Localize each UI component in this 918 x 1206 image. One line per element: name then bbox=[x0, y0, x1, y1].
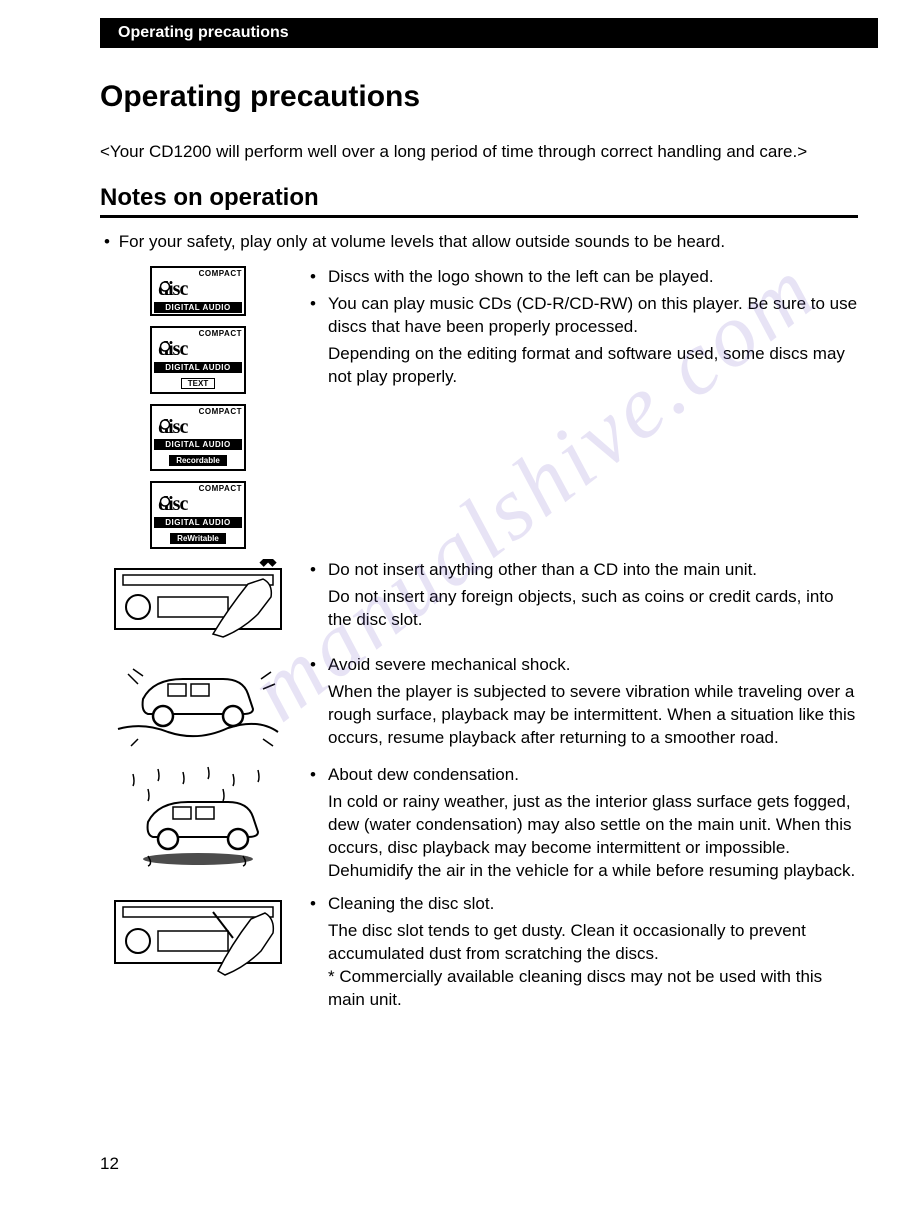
insert-text: Do not insert anything other than a CD i… bbox=[288, 559, 858, 632]
cd-da-label: DIGITAL AUDIO bbox=[154, 517, 242, 528]
svg-text:✖: ✖ bbox=[258, 559, 278, 573]
page-title: Operating precautions bbox=[100, 80, 918, 114]
car-rain-icon bbox=[113, 764, 283, 874]
cd-sub-text: TEXT bbox=[181, 378, 215, 389]
cd-sub-recordable: Recordable bbox=[169, 455, 227, 466]
insert-illust-col: ✖ bbox=[108, 559, 288, 644]
header-bar: Operating precautions bbox=[100, 18, 878, 48]
section-insert: ✖ Do not insert anything other than a CD… bbox=[108, 559, 858, 644]
cd-disc-label: disc bbox=[154, 416, 242, 439]
dew-illust-col bbox=[108, 764, 288, 874]
insert-cont: Do not insert any foreign objects, such … bbox=[310, 586, 858, 632]
dew-bullet: About dew condensation. bbox=[310, 764, 858, 787]
cd-logo-text: COMPACT disc DIGITAL AUDIO TEXT bbox=[150, 326, 246, 394]
clean-cont: The disc slot tends to get dusty. Clean … bbox=[310, 920, 858, 966]
clean-bullet: Cleaning the disc slot. bbox=[310, 893, 858, 916]
car-rough-road-icon bbox=[113, 654, 283, 754]
intro-line: <Your CD1200 will perform well over a lo… bbox=[100, 142, 858, 162]
dew-cont: In cold or rainy weather, just as the in… bbox=[310, 791, 858, 883]
shock-bullet: Avoid severe mechanical shock. bbox=[310, 654, 858, 677]
shock-illust-col bbox=[108, 654, 288, 754]
clean-illust-col bbox=[108, 893, 288, 978]
disc-bullet-2: You can play music CDs (CD-R/CD-RW) on t… bbox=[310, 293, 858, 339]
cd-compact-label: COMPACT bbox=[154, 270, 242, 278]
page-number: 12 bbox=[100, 1154, 119, 1174]
disc-bullet-2-cont: Depending on the editing format and soft… bbox=[310, 343, 858, 389]
cd-logo-column: COMPACT disc DIGITAL AUDIO COMPACT disc … bbox=[108, 266, 288, 549]
subhead-row: Notes on operation bbox=[100, 184, 858, 212]
cd-disc-label: disc bbox=[154, 493, 242, 516]
section-shock: Avoid severe mechanical shock. When the … bbox=[108, 654, 858, 754]
safety-text: For your safety, play only at volume lev… bbox=[119, 232, 725, 251]
cd-logo-rewritable: COMPACT disc DIGITAL AUDIO ReWritable bbox=[150, 481, 246, 549]
cd-compact-label: COMPACT bbox=[154, 485, 242, 493]
section-heading: Notes on operation bbox=[100, 184, 858, 212]
unit-clean-icon bbox=[113, 893, 283, 978]
section-clean: Cleaning the disc slot. The disc slot te… bbox=[108, 893, 858, 1012]
shock-cont: When the player is subjected to severe v… bbox=[310, 681, 858, 750]
disc-bullet-1: Discs with the logo shown to the left ca… bbox=[310, 266, 858, 289]
cd-da-label: DIGITAL AUDIO bbox=[154, 302, 242, 313]
insert-bullet: Do not insert anything other than a CD i… bbox=[310, 559, 858, 582]
cd-sub-rewritable: ReWritable bbox=[170, 533, 226, 544]
manual-page: manualshive.com Operating precautions Op… bbox=[0, 18, 918, 1206]
cd-compact-label: COMPACT bbox=[154, 330, 242, 338]
section-dew: About dew condensation. In cold or rainy… bbox=[108, 764, 858, 883]
shock-text: Avoid severe mechanical shock. When the … bbox=[288, 654, 858, 750]
discs-text: Discs with the logo shown to the left ca… bbox=[288, 266, 858, 389]
unit-x-illustration: ✖ bbox=[113, 559, 283, 644]
clean-text: Cleaning the disc slot. The disc slot te… bbox=[288, 893, 858, 1012]
cd-logo-recordable: COMPACT disc DIGITAL AUDIO Recordable bbox=[150, 404, 246, 472]
cd-compact-label: COMPACT bbox=[154, 408, 242, 416]
clean-asterisk: * Commercially available cleaning discs … bbox=[310, 966, 858, 1012]
bullet-icon: • bbox=[100, 232, 114, 252]
cd-da-label: DIGITAL AUDIO bbox=[154, 439, 242, 450]
cd-disc-label: disc bbox=[154, 278, 242, 301]
cd-logo-digital-audio: COMPACT disc DIGITAL AUDIO bbox=[150, 266, 246, 316]
section-discs: COMPACT disc DIGITAL AUDIO COMPACT disc … bbox=[108, 266, 858, 549]
safety-note: • For your safety, play only at volume l… bbox=[100, 232, 858, 252]
header-label: Operating precautions bbox=[118, 24, 289, 41]
section-rule bbox=[100, 215, 858, 218]
cd-da-label: DIGITAL AUDIO bbox=[154, 362, 242, 373]
cd-disc-label: disc bbox=[154, 338, 242, 361]
unit-front-icon: ✖ bbox=[113, 559, 283, 639]
dew-text: About dew condensation. In cold or rainy… bbox=[288, 764, 858, 883]
